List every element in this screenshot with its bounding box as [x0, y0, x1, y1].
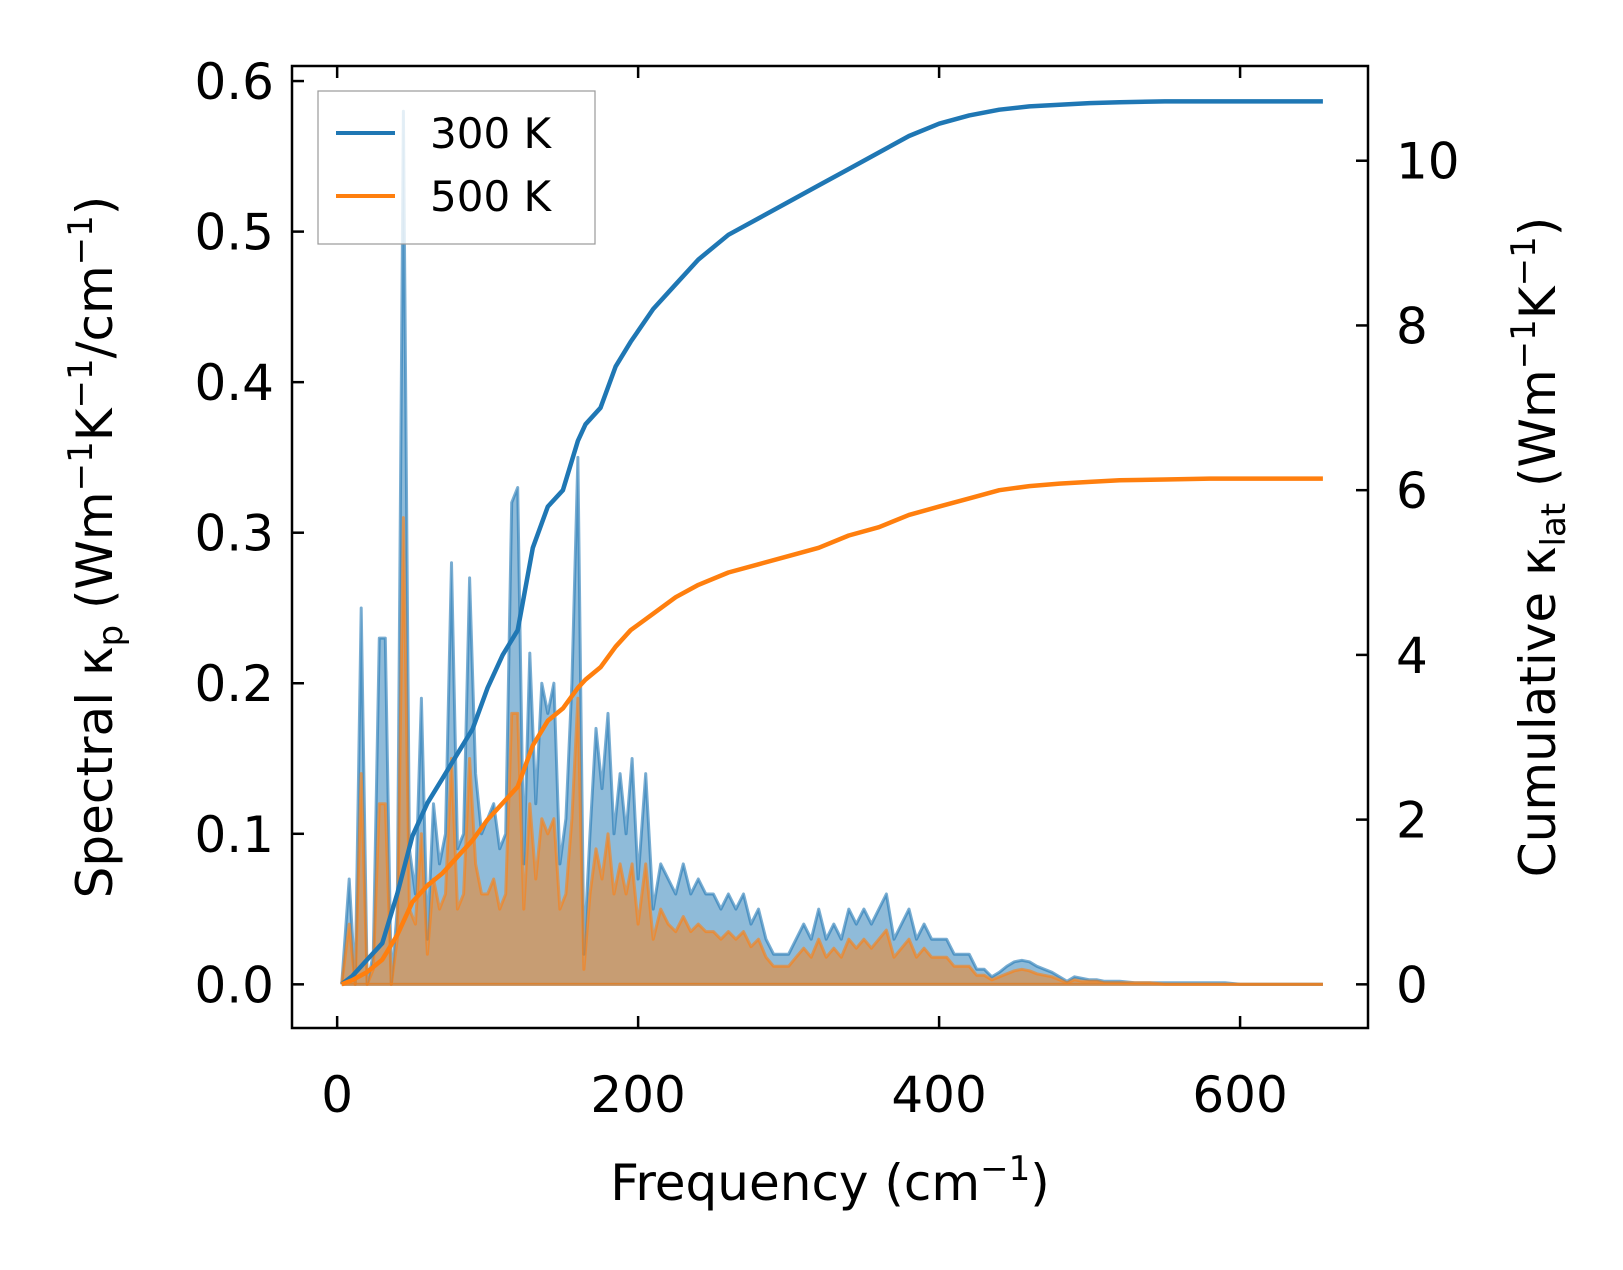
plot-area	[340, 99, 1323, 987]
y-right-tick-label: 8	[1396, 297, 1428, 355]
x-tick-label: 600	[1192, 1066, 1287, 1124]
y-right-tail: )	[1509, 217, 1567, 237]
axis-ticks: 0 200 400 600 0.0 0.1 0.2 0.3 0.4 0.5 0.6 0 2 4 6 8 10	[194, 53, 1459, 1124]
y-right-tick-label: 4	[1396, 627, 1428, 685]
y-left-sub: p	[91, 625, 131, 647]
y-left-tick-label: 0.0	[194, 956, 274, 1014]
cumulative-line-1	[340, 476, 1323, 987]
y-left-tick-label: 0.3	[194, 505, 274, 563]
y-left-prefix: Spectral κ	[66, 647, 124, 899]
x-axis-label-sup: −1	[980, 1149, 1030, 1189]
y-right-prefix: Cumulative κ	[1509, 546, 1567, 877]
y-left-tick-label: 0.4	[194, 354, 274, 412]
y-left-unit: /cm	[66, 265, 124, 358]
cumulative-line-0	[340, 99, 1323, 987]
legend-frame	[317, 90, 596, 245]
y-left-sup2: −1	[61, 358, 101, 408]
y-left-k: K	[66, 407, 124, 441]
y-right-sup2: −1	[1504, 236, 1544, 286]
y-axis-right-label: Cumulative κlat (Wm−1K−1)	[1504, 217, 1574, 877]
y-right-tick-label: 2	[1396, 792, 1428, 850]
y-left-tail: )	[66, 196, 124, 216]
y-left-tick-label: 0.5	[194, 204, 274, 262]
y-left-sup1: −1	[61, 441, 101, 491]
y-right-k: K	[1509, 285, 1567, 319]
x-axis-label-tail: )	[1030, 1154, 1050, 1212]
y-left-tick-label: 0.1	[194, 806, 274, 864]
y-right-mid: (Wm	[1509, 369, 1567, 503]
spectral-line-1	[340, 516, 1323, 986]
y-left-mid: (Wm	[66, 491, 124, 625]
y-left-tick-label: 0.2	[194, 655, 274, 713]
y-right-sub: lat	[1534, 503, 1574, 547]
y-right-tick-label: 0	[1396, 956, 1428, 1014]
x-tick-label: 0	[321, 1066, 353, 1124]
y-left-tick-label: 0.6	[194, 53, 274, 111]
spectral-area-1	[341, 517, 1323, 985]
x-axis-label: Frequency (cm−1)	[610, 1149, 1050, 1212]
spectral-line-0	[340, 109, 1323, 986]
plot-frame	[290, 64, 1370, 1030]
y-right-tick-label: 6	[1396, 462, 1428, 520]
x-tick-label: 400	[891, 1066, 986, 1124]
y-right-tick-label: 10	[1396, 133, 1460, 191]
legend-label-300k: 300 K	[430, 109, 553, 158]
y-left-sup3: −1	[61, 215, 101, 265]
legend-label-500k: 500 K	[430, 172, 553, 221]
spectral-area-0	[341, 111, 1323, 985]
x-tick-label: 200	[590, 1066, 685, 1124]
legend: 300 K 500 K	[317, 90, 596, 245]
y-right-sup1: −1	[1504, 319, 1544, 369]
y-axis-left-label: Spectral κp (Wm−1K−1/cm−1)	[61, 196, 131, 899]
x-axis-label-text: Frequency (cm	[610, 1154, 980, 1212]
